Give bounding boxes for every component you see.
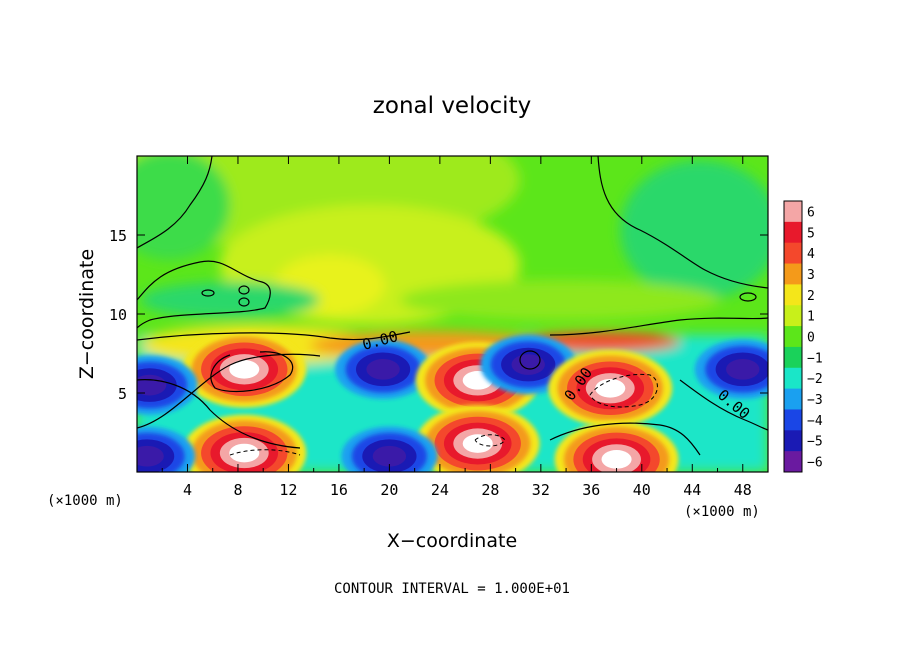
negative-eddy bbox=[335, 339, 432, 400]
x-tick-label: 48 bbox=[734, 481, 752, 499]
colorbar-label: −5 bbox=[807, 435, 823, 450]
y-tick-label: 10 bbox=[109, 306, 127, 324]
y-axis-label: Z−coordinate bbox=[76, 249, 98, 379]
x-tick-label: 36 bbox=[582, 481, 600, 499]
eddy-ring bbox=[601, 450, 632, 469]
eddy-ring bbox=[137, 374, 167, 396]
y-axis-ticks: 5 10 15 bbox=[109, 227, 768, 403]
eddy-ring bbox=[462, 434, 493, 453]
colorbar-swatch bbox=[784, 388, 802, 410]
contour-lines-dashed bbox=[229, 373, 658, 456]
eddy-ring bbox=[726, 358, 760, 380]
y-tick-label: 15 bbox=[109, 227, 127, 245]
colorbar-swatch bbox=[784, 346, 802, 369]
x-tick-label: 32 bbox=[532, 481, 550, 499]
positive-eddy bbox=[182, 414, 307, 472]
x-tick-label: 16 bbox=[330, 481, 348, 499]
negative-eddy bbox=[341, 426, 438, 472]
colorbar-swatch bbox=[784, 430, 802, 452]
colorbar-label: 0 bbox=[807, 331, 815, 346]
colorbar: 6 5 4 3 2 1 0 −1 −2 −3 −4 −5 −6 bbox=[783, 200, 823, 473]
y-tick-label: 5 bbox=[118, 385, 127, 403]
eddy-ring bbox=[229, 443, 260, 463]
colorbar-frame bbox=[783, 200, 803, 473]
eddy-ring bbox=[137, 445, 164, 467]
colorbar-swatch bbox=[784, 409, 802, 431]
positive-eddy bbox=[548, 349, 673, 427]
eddy-ring bbox=[366, 358, 400, 380]
colorbar-label: 5 bbox=[807, 226, 815, 241]
x-tick-label: 24 bbox=[431, 481, 449, 499]
colorbar-label: −4 bbox=[807, 414, 823, 429]
chart-title: zonal velocity bbox=[373, 93, 531, 119]
x-tick-label: 4 bbox=[183, 481, 192, 499]
colorbar-label: 3 bbox=[807, 268, 815, 283]
colorbar-label: 1 bbox=[807, 310, 815, 325]
eddy-layer bbox=[137, 330, 768, 472]
colorbar-swatch bbox=[784, 263, 802, 285]
negative-eddy bbox=[137, 355, 198, 415]
x-tick-label: 8 bbox=[233, 481, 242, 499]
colorbar-swatch bbox=[784, 284, 802, 306]
colorbar-label: 2 bbox=[807, 289, 815, 304]
colorbar-label: −3 bbox=[807, 393, 823, 408]
colorbar-label: −2 bbox=[807, 372, 823, 387]
x-units-left: (×1000 m) bbox=[47, 493, 123, 509]
negative-eddy bbox=[137, 426, 196, 472]
positive-eddy bbox=[554, 420, 679, 472]
colorbar-swatch bbox=[784, 451, 802, 473]
colorbar-swatch bbox=[784, 242, 802, 265]
colorbar-label: 4 bbox=[807, 247, 815, 262]
x-axis-label: X−coordinate bbox=[387, 530, 517, 552]
colorbar-swatch bbox=[784, 326, 802, 348]
colorbar-label: −6 bbox=[807, 456, 823, 471]
eddy-ring bbox=[372, 445, 407, 467]
eddy-ring bbox=[229, 359, 260, 379]
contour-interval-note: CONTOUR INTERVAL = 1.000E+01 bbox=[334, 581, 570, 597]
x-tick-label: 12 bbox=[279, 481, 297, 499]
colorbar-swatch bbox=[784, 201, 802, 223]
eddy-ring bbox=[595, 378, 626, 398]
positive-eddy bbox=[182, 330, 307, 408]
x-axis-ticks: 4 8 12 16 20 24 28 32 36 40 44 48 bbox=[161, 156, 752, 499]
colorbar-swatch bbox=[784, 305, 802, 327]
colorbar-label: 6 bbox=[807, 205, 815, 220]
x-tick-label: 40 bbox=[633, 481, 651, 499]
colorbar-swatch bbox=[784, 221, 802, 244]
negative-eddy bbox=[694, 339, 768, 400]
x-tick-label: 20 bbox=[380, 481, 398, 499]
positive-eddy bbox=[415, 405, 540, 472]
plot-area: 0.00 0.00 0.00 4 8 12 16 20 24 28 32 36 40 44 48 51… bbox=[109, 155, 769, 499]
x-tick-label: 44 bbox=[683, 481, 701, 499]
x-tick-label: 28 bbox=[481, 481, 499, 499]
contour-lines bbox=[137, 156, 768, 456]
x-units-right: (×1000 m) bbox=[684, 504, 760, 520]
colorbar-swatch bbox=[784, 367, 802, 390]
colorbar-label: −1 bbox=[807, 351, 823, 366]
